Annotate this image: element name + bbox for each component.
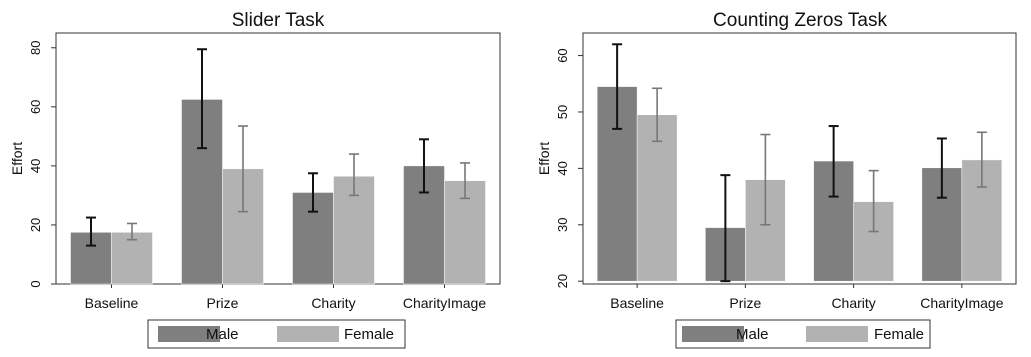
y-tick-label: 40 xyxy=(555,161,570,175)
x-tick-label: Prize xyxy=(207,295,239,311)
legend-label-female: Female xyxy=(344,326,394,343)
chart-title: Counting Zeros Task xyxy=(713,10,887,31)
chart-panel-1: Slider Task Effort 0 20 40 60 80 Baseline Prize C… xyxy=(9,10,501,349)
y-tick-label: 30 xyxy=(555,218,570,232)
x-tick-label: Baseline xyxy=(85,295,139,311)
x-tick-label: Baseline xyxy=(610,295,664,311)
x-tick-label: CharityImage xyxy=(403,295,486,311)
y-tick-label: 80 xyxy=(28,41,43,55)
y-tick-label: 50 xyxy=(555,105,570,119)
bar-female xyxy=(636,114,678,282)
legend-swatch-female xyxy=(277,326,339,342)
legend-swatch-female xyxy=(806,326,868,342)
y-tick-label: 0 xyxy=(28,280,43,287)
plot-frame xyxy=(582,32,1017,285)
bar-female xyxy=(111,232,153,285)
y-axis-label: Effort xyxy=(536,142,552,175)
y-tick-label: 60 xyxy=(28,100,43,114)
x-tick-label: Charity xyxy=(311,295,355,311)
y-axis-label: Effort xyxy=(9,142,25,175)
legend-swatch-male xyxy=(158,326,220,342)
legend-label-male: Male xyxy=(206,326,239,343)
x-tick-label: Prize xyxy=(729,295,761,311)
chart-panel-2: Counting Zeros Task Effort 20 30 40 50 60 Basel… xyxy=(536,10,1017,349)
chart-title: Slider Task xyxy=(232,10,325,31)
plot-frame xyxy=(55,32,501,285)
y-tick-label: 20 xyxy=(28,218,43,232)
legend-label-male: Male xyxy=(736,326,769,343)
x-tick-label: Charity xyxy=(831,295,875,311)
x-tick-label: CharityImage xyxy=(920,295,1003,311)
y-tick-label: 40 xyxy=(28,159,43,173)
legend-label-female: Female xyxy=(874,326,924,343)
y-tick-label: 60 xyxy=(555,48,570,62)
legend-swatch-male xyxy=(682,326,744,342)
y-tick-label: 20 xyxy=(555,274,570,288)
